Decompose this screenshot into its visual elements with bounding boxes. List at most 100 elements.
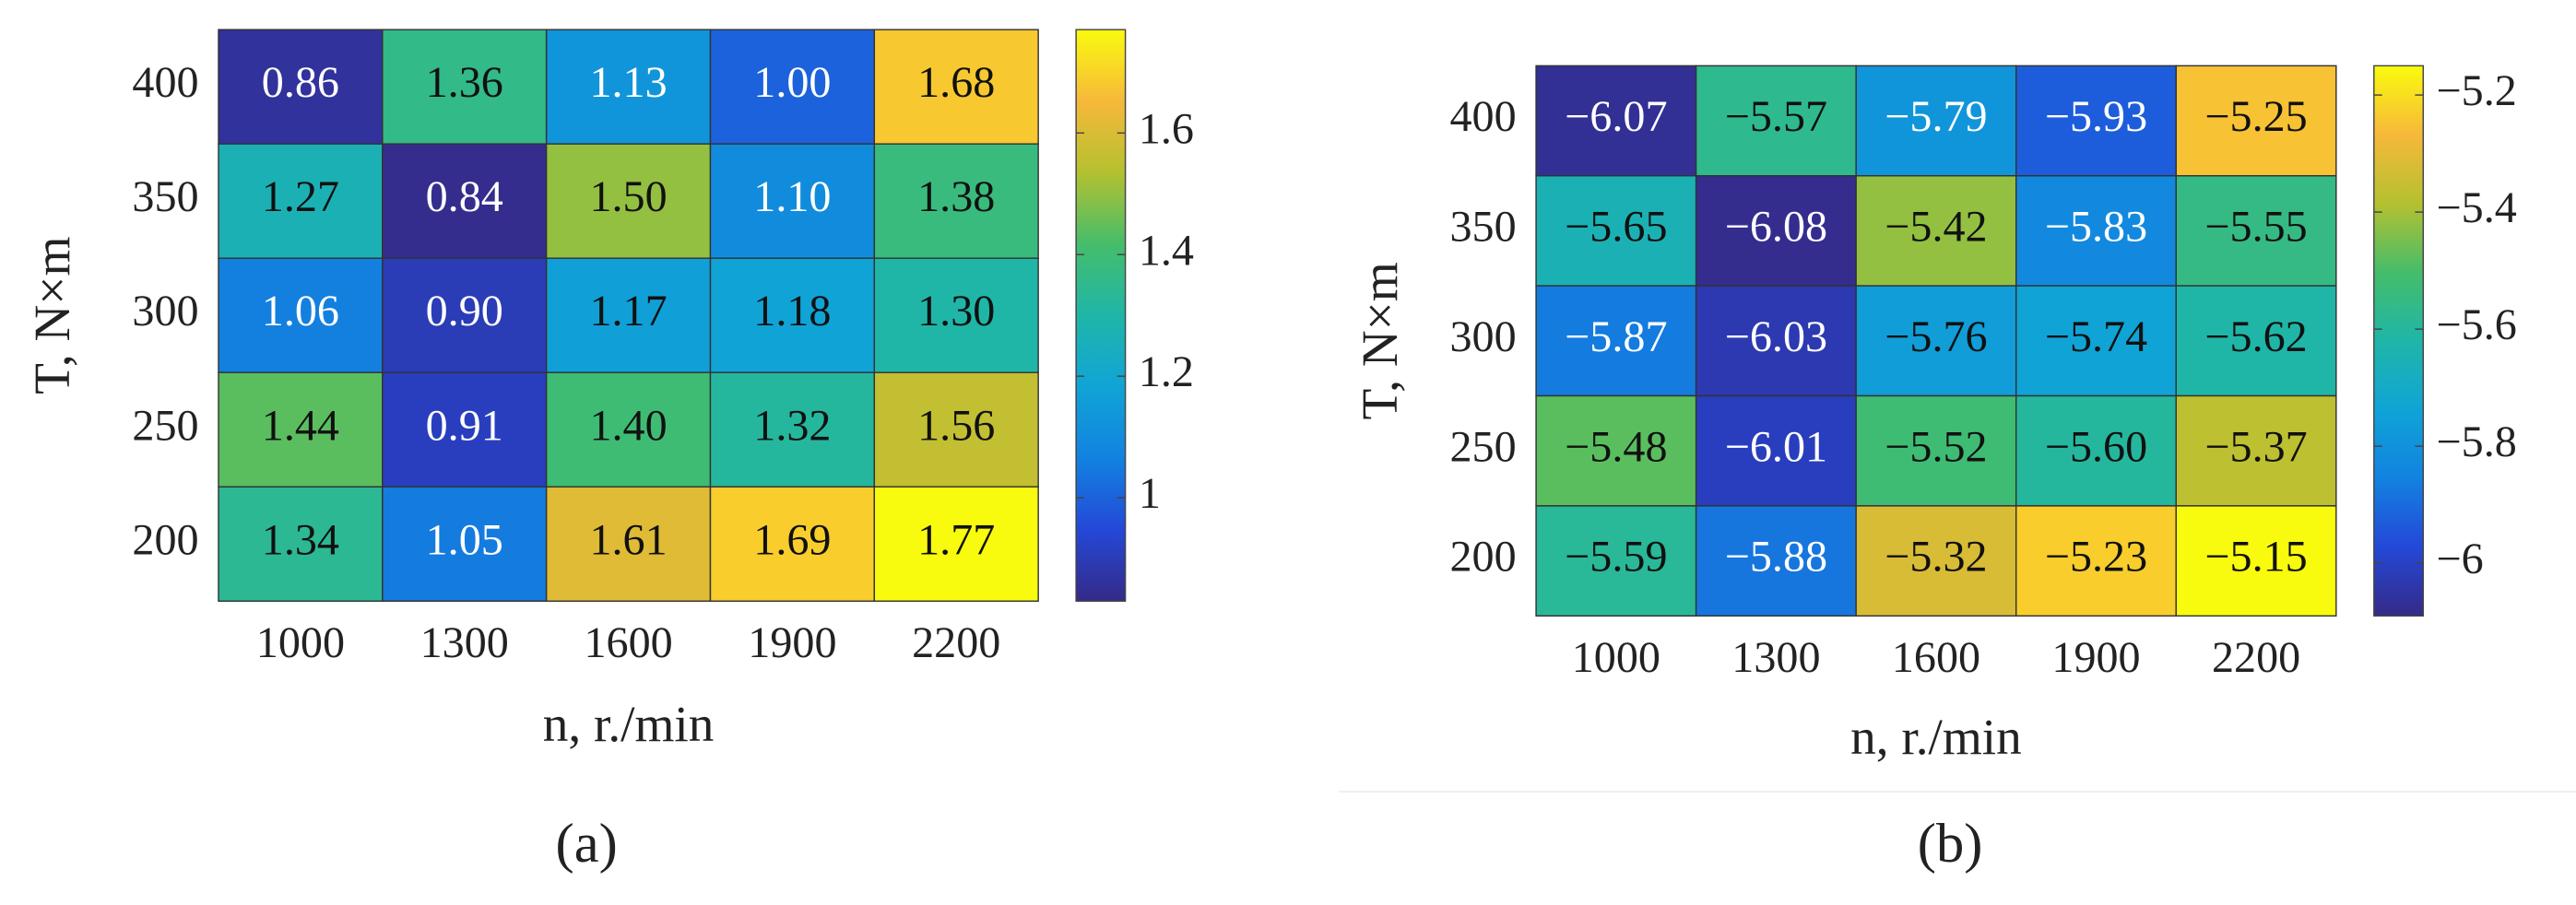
cell-label: −6.07 (1565, 92, 1667, 141)
x-tick-label: 1900 (748, 618, 836, 667)
cell-label: −6.03 (1725, 312, 1827, 361)
cell-label: −5.79 (1885, 92, 1987, 141)
x-tick-label: 1000 (1572, 633, 1660, 682)
colorbar-tick-label: −5.8 (2437, 417, 2517, 466)
cell (218, 257, 384, 373)
cell-label: −5.23 (2045, 533, 2147, 582)
cell-label: −6.08 (1725, 202, 1827, 251)
cell-label: −5.15 (2204, 533, 2307, 582)
colorbar-tick-label: 1.4 (1139, 226, 1194, 275)
y-tick-label: 250 (132, 401, 198, 450)
cell (1535, 505, 1697, 617)
cell (1535, 175, 1697, 287)
cell-label: −5.74 (2045, 312, 2147, 361)
x-tick-label: 2200 (2212, 633, 2300, 682)
y-tick-label: 250 (1450, 422, 1517, 471)
y-tick-label: 200 (132, 515, 198, 564)
cell-label: 1.10 (753, 172, 831, 221)
cell (709, 143, 876, 259)
cell-label: −5.87 (1565, 312, 1667, 361)
cell (218, 143, 384, 259)
cell-label: −5.83 (2045, 202, 2147, 251)
cell (2015, 175, 2178, 287)
cell-label: 1.50 (589, 172, 667, 221)
cell (2175, 175, 2337, 287)
cell-label: 1.77 (917, 515, 995, 564)
cell-label: −5.57 (1725, 92, 1827, 141)
cell (1855, 65, 2017, 177)
y-tick-label: 300 (1450, 312, 1517, 361)
cell (1855, 285, 2017, 397)
cell-label: 1.56 (917, 401, 995, 450)
panel-label: (b) (1918, 813, 1983, 875)
cell-label: 1.27 (262, 172, 339, 221)
cell-label: 1.44 (262, 401, 339, 450)
x-axis-label: n, r./min (1850, 709, 2022, 765)
cell-label: 1.30 (917, 287, 995, 335)
cell-label: 1.00 (753, 58, 831, 107)
cell (1535, 65, 1697, 177)
cell-label: −5.32 (1885, 533, 1987, 582)
cell-label: −5.65 (1565, 202, 1667, 251)
y-tick-label: 400 (1450, 92, 1517, 141)
cell (545, 143, 712, 259)
cell (1695, 505, 1857, 617)
y-tick-label: 400 (132, 58, 198, 107)
cell (218, 486, 384, 602)
cell-label: −6.01 (1725, 422, 1827, 471)
cell (1855, 505, 2017, 617)
cell-label: −5.52 (1885, 422, 1987, 471)
colorbar-tick-label: −5.6 (2437, 300, 2517, 349)
y-tick-label: 200 (1450, 533, 1517, 582)
x-tick-label: 1600 (1892, 633, 1980, 682)
cell (873, 257, 1039, 373)
cell-label: 0.86 (262, 58, 339, 107)
colorbar (2373, 65, 2424, 617)
cell-label: −5.60 (2045, 422, 2147, 471)
x-tick-label: 1300 (1731, 633, 1820, 682)
cell-label: 0.90 (426, 287, 503, 335)
cell-label: −5.25 (2204, 92, 2307, 141)
cell-label: 1.34 (262, 515, 339, 564)
cell (2175, 65, 2337, 177)
y-tick-label: 350 (1450, 202, 1517, 251)
y-axis-label: T, N×m (24, 237, 80, 394)
cell-label: −5.59 (1565, 533, 1667, 582)
cell (545, 371, 712, 488)
x-axis-label: n, r./min (543, 696, 715, 752)
colorbar-tick-label: 1.6 (1139, 104, 1194, 153)
cell (1695, 175, 1857, 287)
cell (709, 371, 876, 488)
cell-label: −5.88 (1725, 533, 1827, 582)
cell (1535, 285, 1697, 397)
colorbar-tick-label: −5.2 (2437, 66, 2517, 115)
cell (709, 486, 876, 602)
cell-label: 1.18 (753, 287, 831, 335)
x-tick-label: 2200 (912, 618, 1000, 667)
y-tick-label: 350 (132, 172, 198, 221)
cell-label: 1.61 (589, 515, 667, 564)
colorbar-tick-label: −5.4 (2437, 183, 2517, 232)
cell (1855, 175, 2017, 287)
panel-label: (a) (556, 813, 618, 875)
colorbar-tick-label: 1.2 (1139, 347, 1194, 396)
cell-label: 1.36 (426, 58, 503, 107)
cell (709, 257, 876, 373)
cell-label: 1.05 (426, 515, 503, 564)
cell (545, 257, 712, 373)
colorbar-tick-label: −6 (2437, 535, 2484, 583)
cell-label: −5.76 (1885, 312, 1987, 361)
cell (2175, 505, 2337, 617)
cell-label: −5.93 (2045, 92, 2147, 141)
cell (382, 29, 548, 145)
cell (873, 143, 1039, 259)
cell-label: 1.40 (589, 401, 667, 450)
x-tick-label: 1900 (2051, 633, 2140, 682)
cell-label: −5.55 (2204, 202, 2307, 251)
cell-label: 0.91 (426, 401, 503, 450)
cell (382, 257, 548, 373)
cell-label: 1.13 (589, 58, 667, 107)
cell (873, 29, 1039, 145)
y-axis-label: T, N×m (1352, 262, 1408, 419)
cell-label: −5.42 (1885, 202, 1987, 251)
